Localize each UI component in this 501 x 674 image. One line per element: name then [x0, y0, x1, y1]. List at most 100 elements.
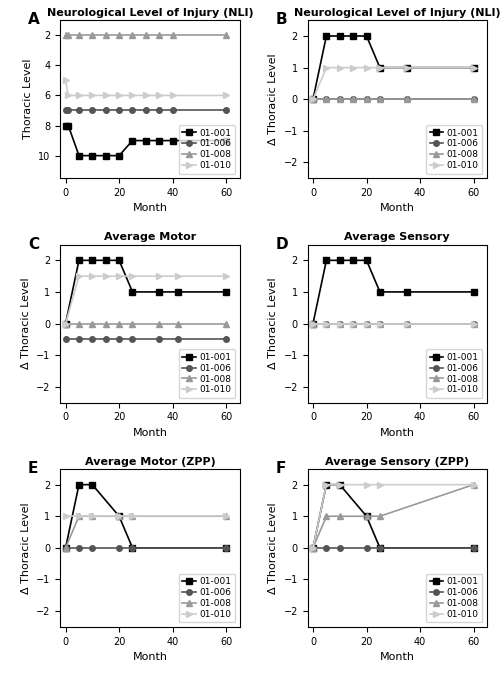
Title: Neurological Level of Injury (NLI): Neurological Level of Injury (NLI) — [294, 8, 499, 18]
01-006 — [349, 319, 355, 328]
01-001 — [156, 137, 162, 145]
Line: 01-010: 01-010 — [310, 321, 475, 326]
01-010 — [63, 512, 69, 520]
Line: 01-010: 01-010 — [310, 482, 475, 551]
Legend: 01-001, 01-006, 01-008, 01-010: 01-001, 01-006, 01-008, 01-010 — [178, 574, 234, 622]
01-001 — [349, 32, 355, 40]
01-006 — [175, 335, 181, 343]
01-008 — [116, 319, 122, 328]
Line: 01-010: 01-010 — [310, 65, 475, 102]
Line: 01-001: 01-001 — [63, 257, 228, 326]
01-006 — [336, 544, 342, 552]
01-008 — [349, 95, 355, 103]
01-008 — [403, 319, 409, 328]
01-008 — [116, 31, 122, 39]
01-001 — [222, 288, 228, 296]
01-010 — [129, 92, 135, 100]
01-001 — [363, 256, 369, 264]
01-010 — [222, 92, 228, 100]
01-001 — [156, 288, 162, 296]
01-010 — [469, 481, 475, 489]
01-008 — [129, 512, 135, 520]
01-010 — [76, 272, 82, 280]
Text: E: E — [28, 461, 38, 476]
01-001 — [116, 256, 122, 264]
Line: 01-008: 01-008 — [310, 482, 475, 551]
01-006 — [403, 319, 409, 328]
01-008 — [336, 95, 342, 103]
Y-axis label: Δ Thoracic Level: Δ Thoracic Level — [21, 502, 31, 594]
Line: 01-001: 01-001 — [310, 482, 475, 551]
01-001 — [349, 256, 355, 264]
01-006 — [222, 544, 228, 552]
01-006 — [63, 544, 69, 552]
01-006 — [222, 106, 228, 115]
01-008 — [103, 31, 109, 39]
01-010 — [336, 481, 342, 489]
01-008 — [323, 95, 329, 103]
01-008 — [63, 319, 69, 328]
01-008 — [169, 31, 175, 39]
01-008 — [76, 319, 82, 328]
01-001 — [76, 152, 82, 160]
01-010 — [222, 272, 228, 280]
01-001 — [129, 544, 135, 552]
01-006 — [129, 106, 135, 115]
01-001 — [76, 256, 82, 264]
01-001 — [63, 121, 69, 129]
01-006 — [169, 106, 175, 115]
01-006 — [116, 335, 122, 343]
01-010 — [129, 272, 135, 280]
01-008 — [363, 319, 369, 328]
01-008 — [89, 319, 95, 328]
01-010 — [349, 319, 355, 328]
01-006 — [336, 95, 342, 103]
Title: Average Motor (ZPP): Average Motor (ZPP) — [84, 457, 215, 466]
01-008 — [336, 319, 342, 328]
Title: Neurological Level of Injury (NLI): Neurological Level of Injury (NLI) — [47, 8, 253, 18]
01-001 — [403, 63, 409, 71]
Title: Average Sensory (ZPP): Average Sensory (ZPP) — [325, 457, 468, 466]
01-008 — [76, 31, 82, 39]
01-006 — [349, 95, 355, 103]
X-axis label: Month: Month — [132, 652, 167, 662]
01-008 — [89, 512, 95, 520]
01-010 — [76, 92, 82, 100]
01-001 — [469, 544, 475, 552]
Line: 01-006: 01-006 — [63, 336, 228, 342]
01-010 — [323, 481, 329, 489]
01-008 — [323, 512, 329, 520]
01-010 — [222, 512, 228, 520]
01-001 — [336, 32, 342, 40]
01-010 — [156, 92, 162, 100]
01-006 — [63, 335, 69, 343]
01-001 — [376, 288, 382, 296]
01-010 — [103, 92, 109, 100]
01-006 — [310, 95, 316, 103]
01-006 — [63, 106, 69, 115]
Line: 01-001: 01-001 — [310, 257, 475, 326]
X-axis label: Month: Month — [379, 204, 414, 214]
01-010 — [310, 95, 316, 103]
01-001 — [363, 512, 369, 520]
01-001 — [103, 256, 109, 264]
Title: Average Sensory: Average Sensory — [344, 233, 449, 243]
01-006 — [116, 544, 122, 552]
01-008 — [156, 31, 162, 39]
Line: 01-010: 01-010 — [63, 78, 228, 98]
01-001 — [89, 481, 95, 489]
01-010 — [143, 92, 149, 100]
01-008 — [336, 512, 342, 520]
01-010 — [469, 319, 475, 328]
01-008 — [129, 319, 135, 328]
01-008 — [469, 319, 475, 328]
01-008 — [63, 544, 69, 552]
Line: 01-006: 01-006 — [310, 321, 475, 326]
01-001 — [116, 512, 122, 520]
Text: C: C — [28, 237, 39, 251]
01-008 — [403, 95, 409, 103]
01-010 — [63, 76, 69, 84]
01-006 — [222, 335, 228, 343]
01-010 — [363, 319, 369, 328]
01-010 — [116, 512, 122, 520]
